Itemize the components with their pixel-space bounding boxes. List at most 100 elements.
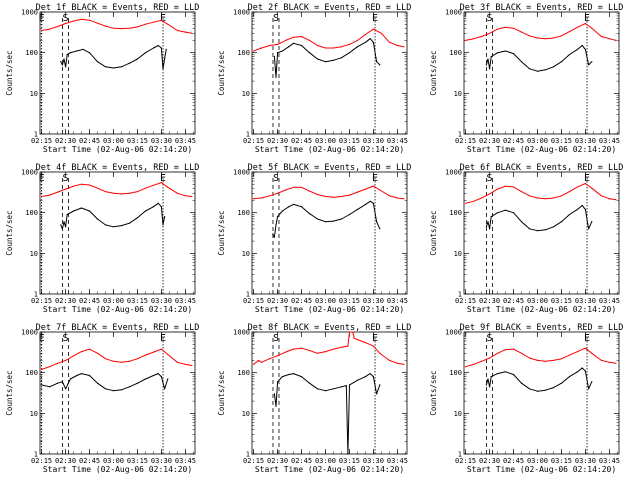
events-point [379, 384, 381, 386]
y-tick-label: 100 [449, 369, 462, 377]
events-point [65, 66, 67, 68]
events-point [584, 208, 587, 210]
events-point [292, 203, 295, 205]
plot-frame [251, 11, 408, 135]
y-tick-label: 1000 [21, 169, 38, 177]
lld-point [568, 354, 571, 356]
events-point [66, 213, 68, 216]
events-point [576, 371, 579, 373]
x-tick-label: 02:45 [79, 297, 100, 305]
x-axis-label: Start Time (02-Aug-06 02:14:20) [43, 145, 192, 154]
lld-point [347, 345, 349, 347]
y-tick-label: 10 [454, 90, 462, 98]
events-point [528, 228, 531, 230]
lld-point [332, 348, 335, 350]
events-point [536, 230, 539, 232]
x-tick-label: 03:45 [175, 297, 196, 305]
lld-point [403, 46, 405, 48]
lld-point [73, 185, 75, 187]
y-tick-label: 1000 [21, 329, 38, 337]
lld-point [316, 193, 319, 196]
events-point [281, 376, 283, 378]
events-point [536, 70, 539, 72]
events-point [120, 225, 123, 227]
lld-point [536, 359, 539, 361]
lld-point [49, 194, 51, 196]
events-point [144, 52, 147, 54]
x-tick-label: 03:15 [127, 297, 148, 305]
marker-label: S [487, 173, 493, 184]
lld-point [128, 360, 131, 362]
lld-point [568, 31, 571, 33]
lld-point [552, 37, 555, 39]
lld-point [277, 43, 279, 46]
lld-point [504, 26, 507, 28]
plot-frame [463, 11, 620, 135]
plot-frame [251, 171, 408, 295]
marker-label: E [584, 333, 590, 344]
lld-point [568, 191, 571, 193]
events-series-line [41, 373, 169, 392]
lld-point [152, 184, 155, 186]
events-point [490, 216, 492, 218]
events-point [136, 217, 139, 219]
lld-point [184, 31, 186, 33]
events-point [372, 376, 374, 378]
panel-title: Det 4f BLACK = Events, RED = LLD [36, 163, 200, 173]
lld-point [504, 349, 507, 351]
lld-point [144, 23, 147, 25]
x-tick-label: 03:45 [599, 457, 620, 465]
events-point [82, 48, 84, 51]
plot-frame [39, 11, 196, 135]
y-tick-label: 10 [30, 410, 38, 418]
events-point [489, 386, 491, 388]
events-point [165, 48, 167, 51]
x-tick-label: 02:30 [267, 137, 288, 145]
events-point [497, 52, 499, 54]
lld-series-line [465, 183, 616, 204]
panel-title: Det 7f BLACK = Events, RED = LLD [36, 323, 200, 333]
marker-label: S [63, 173, 69, 184]
marker-label: S [273, 13, 279, 24]
lld-series-line [41, 18, 192, 34]
lld-point [277, 192, 279, 194]
plot-frame [39, 331, 196, 455]
events-point [324, 61, 327, 63]
events-point [560, 382, 563, 384]
lld-point [120, 361, 123, 363]
lld-series-line [253, 331, 404, 365]
events-point [356, 379, 359, 381]
events-point [520, 221, 523, 223]
panel-title: Det 3f BLACK = Events, RED = LLD [460, 3, 624, 13]
events-point [157, 373, 159, 375]
events-point [157, 202, 159, 204]
events-point [379, 228, 381, 230]
y-tick-label: 10 [454, 250, 462, 258]
lld-point [65, 22, 67, 25]
lld-point [285, 39, 287, 42]
y-tick-label: 100 [449, 209, 462, 217]
lld-point [380, 32, 382, 34]
lld-point [497, 28, 499, 30]
panel-title: Det 2f BLACK = Events, RED = LLD [248, 3, 412, 13]
lld-point [176, 361, 178, 363]
lld-point [285, 351, 287, 353]
plot-frame [463, 171, 620, 295]
lld-point [41, 368, 43, 370]
events-point [316, 58, 319, 60]
events-point [324, 221, 327, 223]
events-point [487, 221, 489, 223]
y-tick-label: 10 [454, 410, 462, 418]
x-tick-label: 03:15 [339, 137, 360, 145]
events-point [164, 388, 166, 390]
events-point [275, 224, 277, 226]
events-point [356, 46, 359, 48]
lld-point [364, 188, 367, 190]
events-point [528, 68, 531, 70]
x-tick-label: 03:15 [339, 297, 360, 305]
lld-point [615, 362, 617, 364]
lld-point [257, 359, 259, 361]
y-tick-label: 1 [458, 291, 462, 299]
events-point [88, 210, 91, 212]
events-point [120, 66, 123, 68]
